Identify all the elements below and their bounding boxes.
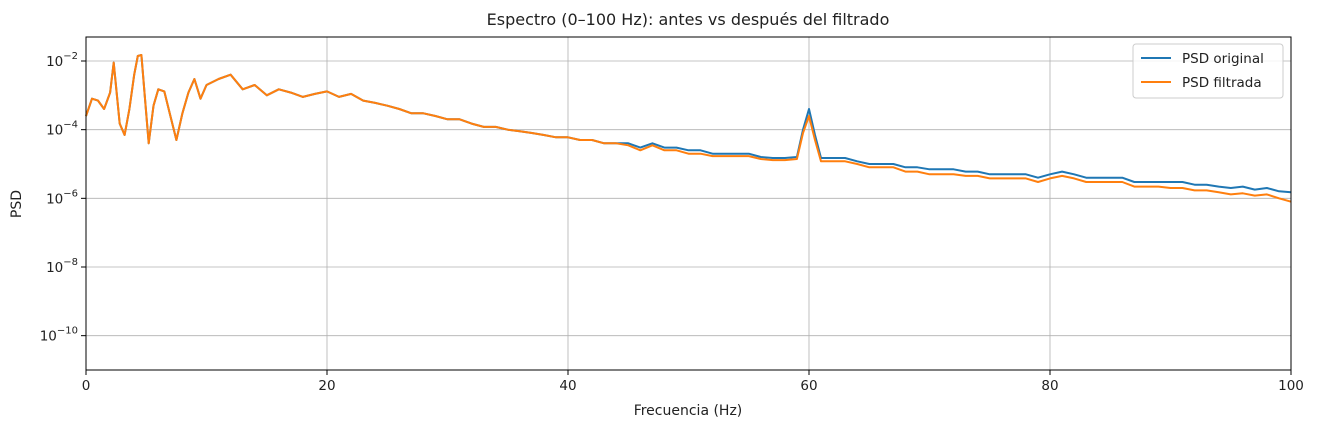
y-tick-base: 10: [40, 329, 57, 345]
y-tick-label: 10−4: [46, 120, 78, 139]
x-tick-label: 20: [318, 378, 335, 394]
x-axis-ticks: 0 20 40 60 80 100: [82, 370, 1304, 394]
legend-label-filtrada: PSD filtrada: [1182, 75, 1262, 91]
x-tick-label: 0: [82, 378, 91, 394]
series-line-psd-original: [85, 54, 1292, 194]
legend: PSD original PSD filtrada: [1132, 43, 1284, 99]
grid-lines: [85, 37, 1292, 370]
y-tick-base: 10: [46, 191, 63, 207]
y-tick-base: 10: [46, 260, 63, 276]
x-axis-label: Frecuencia (Hz): [634, 403, 743, 419]
y-tick-exponent: −4: [63, 120, 78, 131]
plot-frame: [85, 36, 1292, 371]
chart-title: Espectro (0–100 Hz): antes vs después de…: [487, 10, 890, 29]
x-tick-label: 100: [1278, 378, 1304, 394]
y-tick-base: 10: [46, 123, 63, 139]
y-tick-exponent: −2: [63, 51, 78, 62]
y-tick-exponent: −10: [57, 326, 78, 337]
y-tick-exponent: −6: [63, 188, 78, 199]
y-axis-label: PSD: [9, 190, 25, 218]
x-tick-label: 60: [800, 378, 817, 394]
x-tick-label: 80: [1041, 378, 1058, 394]
y-tick-label: 10−6: [46, 188, 78, 207]
y-tick-exponent: −8: [63, 257, 78, 268]
y-tick-label: 10−8: [46, 257, 78, 276]
y-tick-label: 10−2: [46, 51, 78, 70]
legend-label-original: PSD original: [1182, 51, 1264, 67]
y-tick-base: 10: [46, 54, 63, 70]
series-lines: [85, 54, 1292, 203]
y-tick-label: 10−10: [40, 326, 78, 345]
x-tick-label: 40: [559, 378, 576, 394]
series-line-psd-filtrada: [85, 54, 1292, 203]
